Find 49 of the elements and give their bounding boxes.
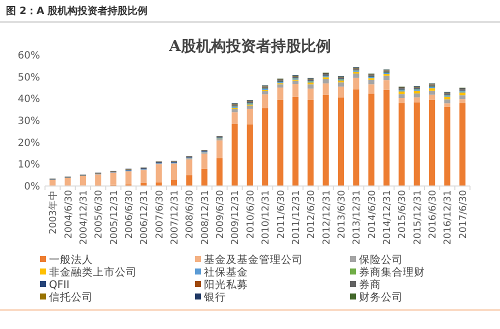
legend-label: 一般法人 (49, 253, 93, 266)
x-tick-label: 2005/6/30 (94, 190, 105, 239)
legend-label: 券商集合理财 (359, 266, 425, 278)
x-tick-label: 2011/12/31 (290, 190, 302, 245)
x-tick-label: 2008/6/30 (184, 190, 196, 239)
x-tick-label: 2014/12/31 (382, 190, 394, 245)
legend-label: 社保基金 (204, 266, 248, 278)
y-tick-label: 50% (18, 72, 40, 84)
x-tick-label: 2012/12/31 (321, 190, 332, 245)
x-tick-label: 2015/6/30 (397, 190, 408, 239)
x-tick-label: 2013/6/30 (336, 190, 348, 239)
x-tick-label: 2004/12/31 (78, 190, 90, 245)
x-tick-label: 2010/6/30 (245, 190, 256, 239)
x-tick-label: 2011/6/30 (276, 190, 287, 239)
x-tick-label: 2016/12/31 (442, 190, 454, 245)
legend-label: 银行 (203, 292, 226, 304)
x-tick-label: 2005/12/31 (108, 190, 120, 245)
x-tick-label: 2004/6/30 (63, 190, 74, 239)
x-tick-label: 2014/6/30 (366, 190, 378, 239)
chart-title: A股机构投资者持股比例 (168, 37, 331, 55)
x-tick-label: 2007/12/31 (170, 190, 181, 245)
x-tick-label: 2010/12/31 (260, 190, 272, 245)
x-tick-label: 2006/12/31 (139, 190, 150, 245)
legend-label: 券商 (359, 278, 381, 291)
y-tick-label: 10% (18, 160, 40, 171)
x-tick-label: 2013/12/31 (352, 190, 363, 245)
annotation: 图 2：A 股机构投资者持股比例 (6, 6, 148, 17)
x-tick-label: 2003年中 (47, 190, 60, 234)
x-tick-label: 2009/6/30 (215, 190, 226, 239)
legend-label: 保险公司 (359, 254, 403, 266)
legend-label: 信托公司 (49, 292, 93, 304)
x-tick-label: 2012/6/30 (306, 190, 318, 239)
y-tick-label: 0% (24, 182, 40, 192)
legend-label: 财务公司 (359, 290, 403, 304)
legend-label: QFII (49, 279, 70, 291)
legend-label: 非金融类上市公司 (49, 266, 137, 278)
x-tick-label: 2009/12/31 (230, 190, 242, 245)
y-tick-label: 60% (18, 50, 40, 62)
x-tick-label: 2016/6/30 (428, 190, 439, 239)
x-tick-label: 2017/6/30 (458, 190, 469, 239)
legend-label: 基金及基金管理公司 (204, 253, 303, 266)
x-tick-label: 2015/12/31 (412, 190, 424, 245)
x-tick-label: 2008/12/31 (200, 190, 211, 245)
x-tick-label: 2007/6/30 (154, 190, 166, 239)
y-tick-label: 20% (18, 138, 40, 149)
y-tick-label: 30% (18, 116, 40, 127)
y-tick-label: 40% (18, 94, 40, 106)
legend-label: 阳光私募 (204, 278, 248, 291)
x-tick-label: 2006/6/30 (124, 190, 135, 239)
